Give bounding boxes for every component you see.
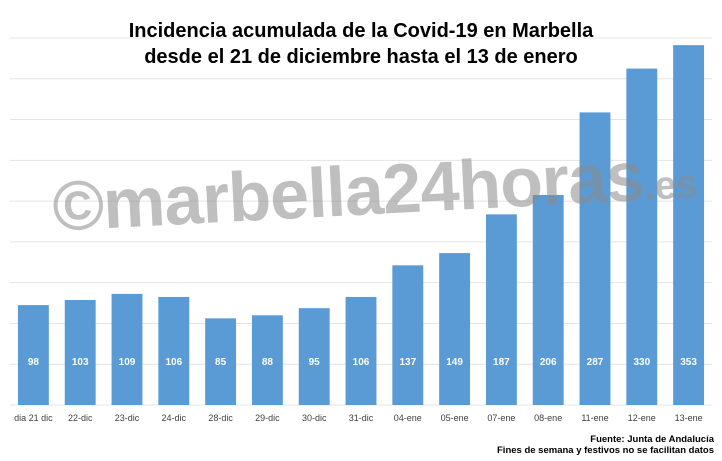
- bar: [111, 293, 143, 405]
- source-note: Fuente: Junta de Andalucía Fines de sema…: [497, 434, 714, 456]
- bar: [392, 265, 424, 405]
- x-tick-label: 11-ene: [581, 413, 608, 423]
- x-axis-tick-labels: dia 21 dic 22-dic 23-dic 24-dic 28-dic 29-dic…: [14, 413, 702, 423]
- data-label: 106: [353, 357, 370, 368]
- data-label: 149: [446, 357, 463, 368]
- data-label: 137: [399, 357, 416, 368]
- chart-title: Incidencia acumulada de la Covid-19 en M…: [0, 18, 722, 70]
- bar: [485, 214, 517, 405]
- bar: [251, 315, 283, 405]
- x-tick-label: 08-ene: [534, 413, 562, 423]
- bar: [205, 318, 237, 405]
- data-label: 206: [540, 357, 557, 368]
- source-line-1: Fuente: Junta de Andalucía: [590, 434, 714, 445]
- x-tick-label: 30-dic: [302, 413, 327, 423]
- x-tick-label: 04-ene: [394, 413, 422, 423]
- x-tick-label: 23-dic: [115, 413, 140, 423]
- x-tick-label: dia 21 dic: [14, 413, 53, 423]
- x-tick-label: 13-ene: [675, 413, 703, 423]
- bar: [439, 253, 471, 405]
- source-line-2: Fines de semana y festivos no se facilit…: [497, 445, 714, 456]
- x-tick-label: 05-ene: [441, 413, 469, 423]
- data-label: 106: [165, 357, 182, 368]
- data-label: 95: [309, 357, 321, 368]
- chart-title-line-2: desde el 21 de diciembre hasta el 13 de …: [144, 46, 578, 68]
- bar: [158, 296, 190, 405]
- bar: [626, 68, 658, 405]
- x-tick-label: 22-dic: [68, 413, 93, 423]
- data-label: 98: [28, 357, 40, 368]
- x-tick-label: 28-dic: [208, 413, 233, 423]
- data-label: 109: [119, 357, 136, 368]
- bars: [17, 45, 705, 406]
- x-tick-label: 31-dic: [349, 413, 374, 423]
- chart-title-line-1: Incidencia acumulada de la Covid-19 en M…: [128, 20, 594, 42]
- bar: [579, 112, 611, 406]
- bar: [345, 296, 377, 405]
- bar: [17, 305, 49, 405]
- x-tick-label: 07-ene: [487, 413, 515, 423]
- x-tick-label: 24-dic: [162, 413, 187, 423]
- data-label: 103: [72, 357, 89, 368]
- data-label: 330: [633, 357, 650, 368]
- bar: [298, 308, 330, 405]
- bar: [673, 45, 705, 406]
- data-label: 287: [587, 357, 604, 368]
- data-label: 187: [493, 357, 510, 368]
- data-label: 88: [262, 357, 274, 368]
- data-label: 85: [215, 357, 227, 368]
- bar: [64, 299, 96, 405]
- bar: [532, 194, 564, 405]
- x-tick-label: 12-ene: [628, 413, 656, 423]
- x-tick-label: 29-dic: [255, 413, 280, 423]
- data-label: 353: [680, 357, 697, 368]
- data-labels: 98 103 109 106 85 88 95 106 137 149 187 206 287 330 35…: [28, 357, 698, 368]
